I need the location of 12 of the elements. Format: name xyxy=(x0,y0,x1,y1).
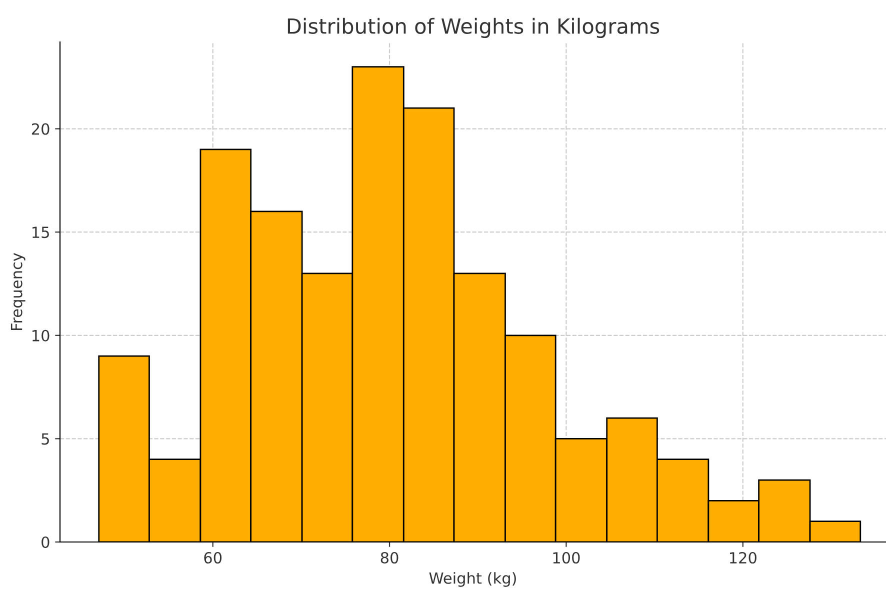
chart-title: Distribution of Weights in Kilograms xyxy=(288,18,660,38)
y-tick-label: 15 xyxy=(32,226,49,238)
y-tick-label: 0 xyxy=(42,536,50,548)
y-tick-label: 5 xyxy=(42,433,49,445)
y-axis-title: Frequency xyxy=(10,252,26,330)
x-tick-label: 80 xyxy=(380,552,398,564)
x-tick-label: 100 xyxy=(553,552,580,564)
x-tick-label: 60 xyxy=(204,552,222,564)
x-axis-title: Weight (kg) xyxy=(429,572,516,587)
y-tick-label: 10 xyxy=(32,330,50,342)
x-tick-label: 120 xyxy=(730,552,756,564)
y-tick-label: 20 xyxy=(32,123,50,135)
